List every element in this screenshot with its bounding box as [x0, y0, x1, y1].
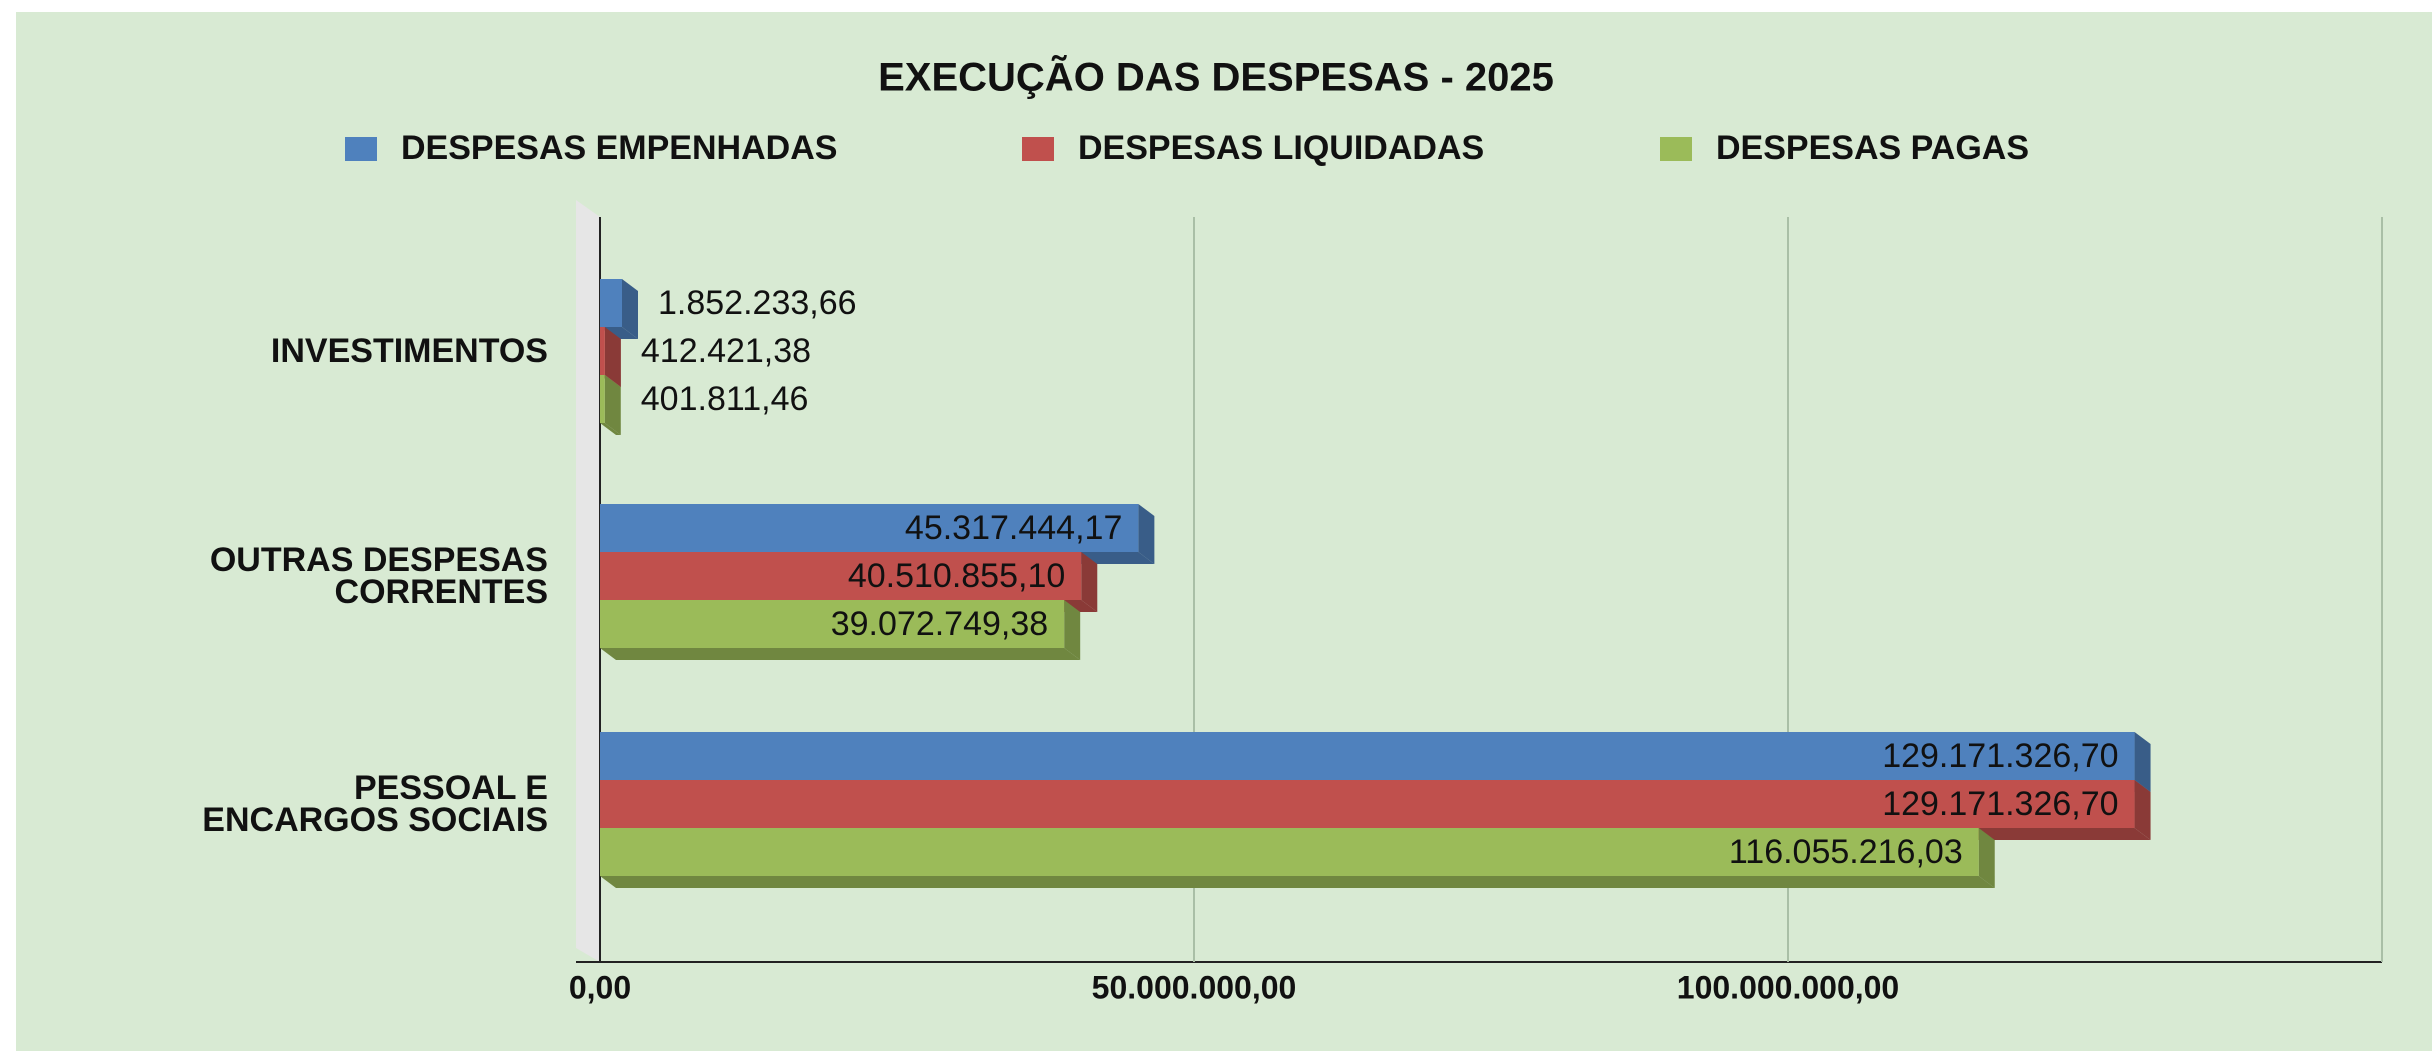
bar-face [600, 375, 605, 423]
bar-side [604, 327, 621, 387]
category-label: PESSOAL E ENCARGOS SOCIAIS [202, 769, 548, 839]
chart-title: EXECUÇÃO DAS DESPESAS - 2025 [878, 54, 1554, 100]
bar [600, 600, 1081, 660]
legend-label: DESPESAS EMPENHADAS [401, 129, 837, 167]
category-label: OUTRAS DESPESAS CORRENTES [209, 541, 548, 611]
bar [600, 828, 1995, 888]
data-label: 401.811,46 [641, 380, 809, 418]
legend-swatch [345, 137, 377, 161]
chart-background [16, 12, 2432, 1051]
bar-bottom [600, 423, 621, 435]
data-label: 1.852.233,66 [658, 284, 857, 322]
bar-bottom [600, 876, 1995, 888]
bar-side [1138, 504, 1155, 564]
axis-wall [576, 200, 600, 962]
data-label: 129.171.326,70 [1882, 785, 2118, 823]
legend-swatch [1022, 137, 1054, 161]
bar-face [600, 732, 2135, 780]
bar-side [2134, 732, 2151, 792]
bar-side [1064, 600, 1081, 660]
bar [600, 279, 639, 339]
data-label: 129.171.326,70 [1882, 737, 2118, 775]
bar-face [600, 327, 605, 375]
x-tick-label: 50.000.000,00 [1092, 969, 1297, 1005]
bar-face [600, 600, 1065, 648]
data-label: 412.421,38 [641, 332, 811, 370]
data-label: 39.072.749,38 [831, 605, 1048, 643]
bar-side [622, 279, 639, 339]
data-label: 45.317.444,17 [905, 509, 1122, 547]
bar-face [600, 504, 1139, 552]
bar-bottom [600, 327, 639, 339]
bar-face [600, 552, 1082, 600]
bar-side [1081, 552, 1098, 612]
bar-side [1978, 828, 1995, 888]
legend-swatch [1660, 137, 1692, 161]
bar-face [600, 780, 2135, 828]
bar-face [600, 828, 1979, 876]
data-label: 116.055.216,03 [1729, 833, 1963, 871]
bar [600, 375, 621, 435]
bar-side [2134, 780, 2151, 840]
category-label: INVESTIMENTOS [270, 332, 548, 370]
bar-side [604, 375, 621, 435]
legend-label: DESPESAS PAGAS [1716, 129, 2029, 167]
bar-face [600, 279, 623, 327]
x-tick-label: 100.000.000,00 [1677, 969, 1899, 1005]
bar-bottom [600, 648, 1081, 660]
data-label: 40.510.855,10 [848, 557, 1065, 595]
x-tick-label: 0,00 [569, 969, 631, 1005]
legend-label: DESPESAS LIQUIDADAS [1078, 129, 1484, 167]
